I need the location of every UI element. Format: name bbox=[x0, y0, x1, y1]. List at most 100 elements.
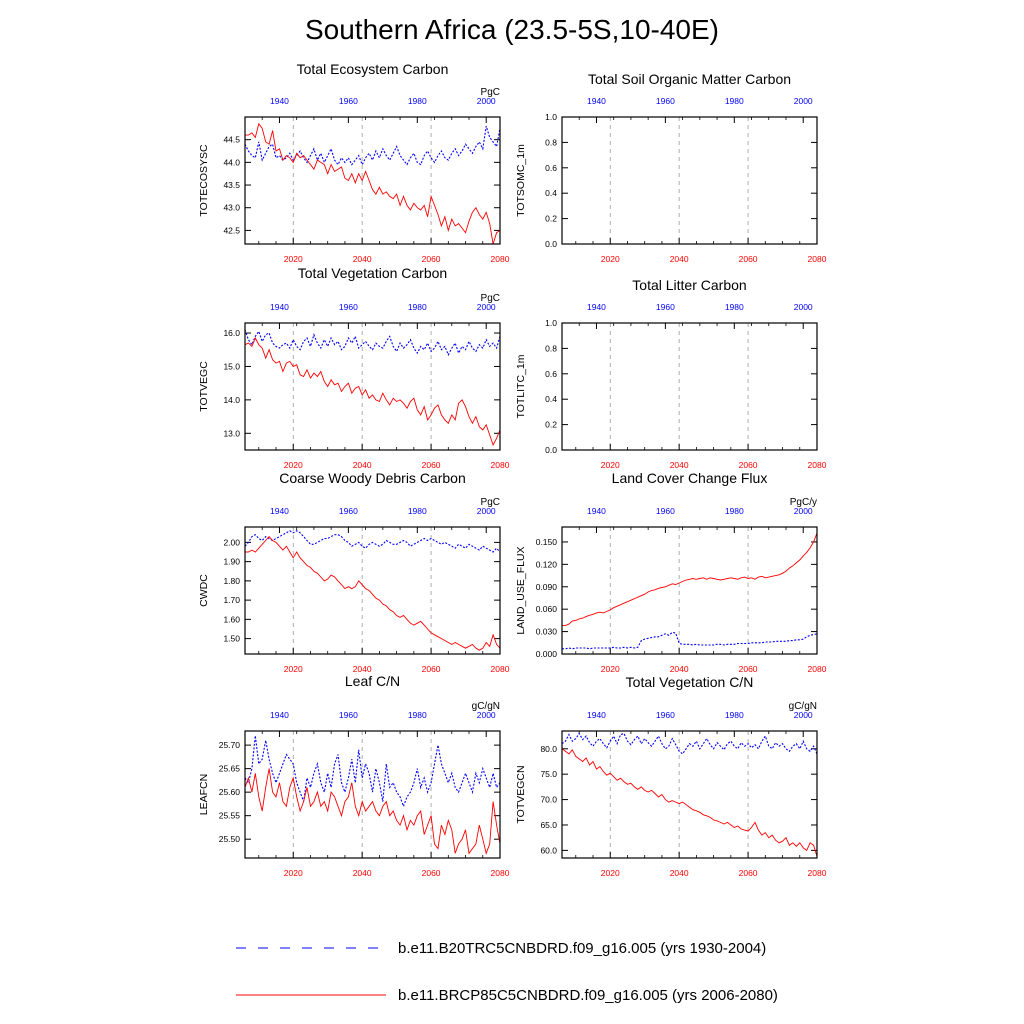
y-tick-label-totsomc: 0.4 bbox=[545, 188, 557, 198]
y-tick-label-totsomc: 0.2 bbox=[545, 214, 557, 224]
y-tick-label-land-use-flux: 0.090 bbox=[536, 582, 558, 592]
x-tick-label-bottom-totvegcn: 2040 bbox=[670, 868, 689, 878]
plot-frame-totvegcn bbox=[561, 730, 818, 859]
units-label-leafcn: gC/gN bbox=[472, 701, 500, 712]
y-axis-label-cwdc: CWDC bbox=[198, 574, 210, 607]
y-axis-label-totsomc: TOTSOMC_1m bbox=[515, 144, 527, 217]
plot-frame-totsomc bbox=[561, 116, 818, 245]
units-label-totecosysc: PgC bbox=[481, 87, 500, 98]
y-tick-label-leafcn: 25.60 bbox=[219, 787, 241, 797]
panel-title-totvegc: Total Vegetation Carbon bbox=[298, 265, 447, 281]
x-tick-label-bottom-leafcn: 2080 bbox=[491, 868, 510, 878]
y-tick-label-cwdc: 1.50 bbox=[223, 634, 240, 644]
y-tick-label-cwdc: 1.60 bbox=[223, 614, 240, 624]
y-tick-label-totvegc: 16.0 bbox=[223, 328, 240, 338]
plot-frame-leafcn bbox=[244, 730, 501, 859]
plot-frame-land-use-flux bbox=[561, 526, 818, 655]
y-tick-label-totvegcn: 80.0 bbox=[540, 744, 557, 754]
x-tick-label-top-land-use-flux: 1980 bbox=[725, 506, 744, 516]
y-tick-label-cwdc: 2.00 bbox=[223, 537, 240, 547]
x-tick-label-bottom-totvegc: 2040 bbox=[353, 460, 372, 470]
y-tick-label-totsomc: 0.6 bbox=[545, 163, 557, 173]
y-tick-label-totecosysc: 43.5 bbox=[223, 180, 240, 190]
y-tick-label-totvegcn: 75.0 bbox=[540, 769, 557, 779]
plot-frame-cwdc bbox=[244, 526, 501, 655]
x-tick-label-top-leafcn: 1960 bbox=[339, 710, 358, 720]
x-tick-label-top-totlitc: 1940 bbox=[587, 302, 606, 312]
series-line-historical-cwdc bbox=[244, 530, 501, 553]
series-line-rcp85-leafcn bbox=[244, 768, 501, 855]
units-label-totvegcn: gC/gN bbox=[789, 701, 817, 712]
plot-frame-totvegc bbox=[244, 322, 501, 451]
x-tick-label-top-totvegcn: 1940 bbox=[587, 710, 606, 720]
series-line-rcp85-totvegcn bbox=[561, 748, 818, 857]
x-tick-label-bottom-leafcn: 2020 bbox=[284, 868, 303, 878]
x-tick-label-top-totvegc: 1980 bbox=[408, 302, 427, 312]
series-line-rcp85-land-use-flux bbox=[562, 532, 818, 627]
x-tick-label-bottom-cwdc: 2060 bbox=[422, 664, 441, 674]
x-tick-label-bottom-totecosysc: 2080 bbox=[491, 254, 510, 264]
x-tick-label-bottom-totsomc: 2020 bbox=[601, 254, 620, 264]
y-tick-label-cwdc: 1.90 bbox=[223, 557, 240, 567]
x-tick-label-top-land-use-flux: 2000 bbox=[794, 506, 813, 516]
x-tick-label-top-cwdc: 1980 bbox=[408, 506, 427, 516]
x-tick-label-top-totecosysc: 1980 bbox=[408, 96, 427, 106]
y-tick-label-totlitc: 0.0 bbox=[545, 445, 557, 455]
series-line-rcp85-cwdc bbox=[245, 535, 501, 651]
y-tick-label-cwdc: 1.70 bbox=[223, 595, 240, 605]
panel-land-use-flux: Land Cover Change Flux PgC/y LAND_USE_FLUX… bbox=[515, 470, 827, 674]
panel-title-leafcn: Leaf C/N bbox=[345, 673, 400, 689]
x-tick-label-bottom-cwdc: 2080 bbox=[491, 664, 510, 674]
y-tick-label-totvegc: 14.0 bbox=[223, 395, 240, 405]
panel-title-totecosysc: Total Ecosystem Carbon bbox=[297, 61, 449, 77]
y-tick-label-land-use-flux: 0.120 bbox=[536, 559, 558, 569]
y-tick-label-land-use-flux: 0.000 bbox=[536, 649, 558, 659]
x-tick-label-bottom-totlitc: 2020 bbox=[601, 460, 620, 470]
x-tick-label-bottom-cwdc: 2040 bbox=[353, 664, 372, 674]
y-tick-label-land-use-flux: 0.030 bbox=[536, 627, 558, 637]
series-line-historical-totecosysc bbox=[244, 125, 501, 166]
y-tick-label-totsomc: 0.8 bbox=[545, 137, 557, 147]
y-tick-label-totlitc: 0.4 bbox=[545, 394, 557, 404]
x-tick-label-top-leafcn: 2000 bbox=[477, 710, 496, 720]
y-tick-label-totvegcn: 70.0 bbox=[540, 795, 557, 805]
x-tick-label-top-totvegc: 1960 bbox=[339, 302, 358, 312]
panel-totsomc: Total Soil Organic Matter Carbon TOTSOMC_… bbox=[515, 71, 827, 264]
panel-totvegcn: Total Vegetation C/N gC/gN TOTVEGCN 2020 204… bbox=[515, 674, 827, 878]
y-tick-label-totecosysc: 44.0 bbox=[223, 157, 240, 167]
panel-title-land-use-flux: Land Cover Change Flux bbox=[612, 470, 768, 486]
y-tick-label-totecosysc: 42.5 bbox=[223, 225, 240, 235]
panel-title-totlitc: Total Litter Carbon bbox=[632, 277, 746, 293]
x-tick-label-bottom-totlitc: 2060 bbox=[739, 460, 758, 470]
y-tick-label-cwdc: 1.80 bbox=[223, 576, 240, 586]
x-tick-label-top-land-use-flux: 1960 bbox=[656, 506, 675, 516]
y-tick-label-totlitc: 1.0 bbox=[545, 318, 557, 328]
x-tick-label-top-leafcn: 1980 bbox=[408, 710, 427, 720]
x-tick-label-bottom-totvegcn: 2060 bbox=[739, 868, 758, 878]
x-tick-label-top-totlitc: 1980 bbox=[725, 302, 744, 312]
y-tick-label-totecosysc: 43.0 bbox=[223, 203, 240, 213]
x-tick-label-top-totecosysc: 2000 bbox=[477, 96, 496, 106]
series-line-historical-land-use-flux bbox=[562, 631, 818, 650]
y-tick-label-leafcn: 25.50 bbox=[219, 834, 241, 844]
series-line-historical-totvegcn bbox=[561, 732, 818, 755]
y-tick-label-totecosysc: 44.5 bbox=[223, 135, 240, 145]
x-tick-label-bottom-totvegcn: 2080 bbox=[808, 868, 827, 878]
x-tick-label-bottom-totsomc: 2080 bbox=[808, 254, 827, 264]
x-tick-label-bottom-land-use-flux: 2020 bbox=[601, 664, 620, 674]
series-line-rcp85-totvegc bbox=[244, 336, 501, 447]
x-tick-label-bottom-leafcn: 2060 bbox=[422, 868, 441, 878]
y-tick-label-totlitc: 0.8 bbox=[545, 343, 557, 353]
y-axis-label-totvegcn: TOTVEGCN bbox=[515, 765, 527, 823]
x-tick-label-top-totsomc: 1980 bbox=[725, 96, 744, 106]
x-tick-label-bottom-totvegc: 2060 bbox=[422, 460, 441, 470]
x-tick-label-top-totvegcn: 2000 bbox=[794, 710, 813, 720]
units-label-land-use-flux: PgC/y bbox=[790, 497, 817, 508]
y-tick-label-totvegc: 15.0 bbox=[223, 361, 240, 371]
panel-title-totvegcn: Total Vegetation C/N bbox=[626, 674, 754, 690]
x-tick-label-top-totsomc: 1960 bbox=[656, 96, 675, 106]
panel-totecosysc: Total Ecosystem Carbon PgC TOTECOSYSC 2020 2… bbox=[198, 61, 510, 264]
y-tick-label-totsomc: 0.0 bbox=[545, 239, 557, 249]
y-tick-label-leafcn: 25.70 bbox=[219, 740, 241, 750]
